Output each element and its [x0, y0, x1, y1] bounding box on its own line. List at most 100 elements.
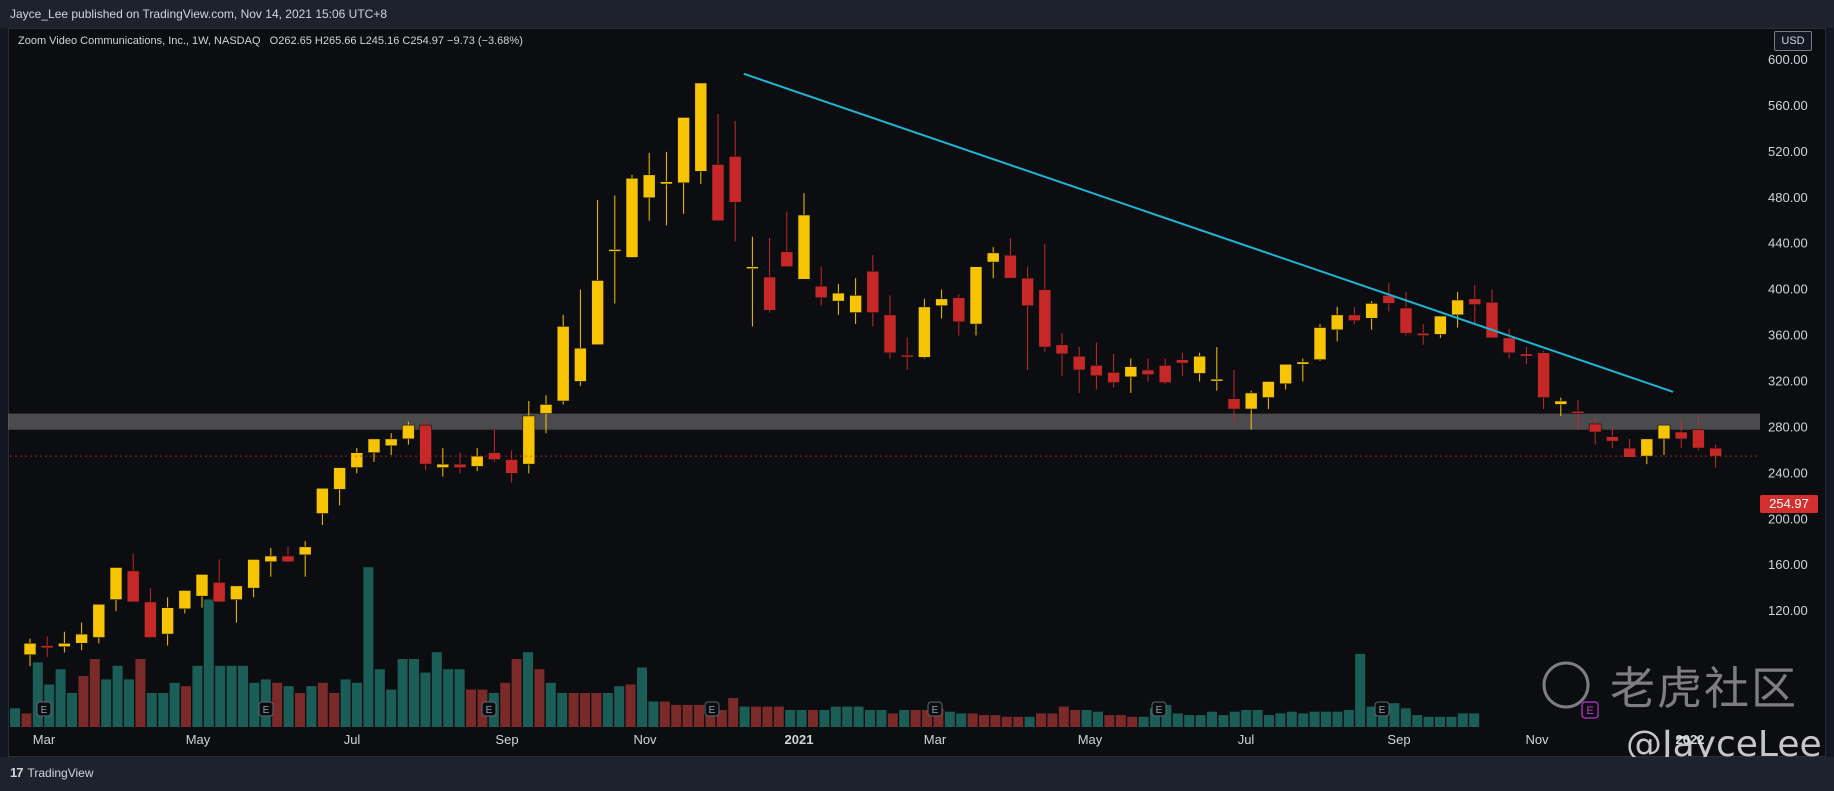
volume-bar	[1343, 710, 1354, 727]
volume-bar	[614, 686, 625, 727]
upcoming-earnings-icon[interactable]	[1581, 701, 1599, 719]
candle-body	[1072, 355, 1086, 371]
volume-bar	[1218, 715, 1229, 727]
y-tick-label: 240.00	[1768, 465, 1808, 480]
candle-body	[23, 642, 37, 656]
tradingview-logo[interactable]: 17 TradingView	[10, 765, 94, 780]
volume-bar	[887, 713, 898, 727]
volume-bar	[1400, 708, 1411, 727]
earnings-marker-icon[interactable]	[1374, 701, 1390, 717]
volume-bar	[591, 693, 602, 727]
y-tick-label: 560.00	[1768, 98, 1808, 113]
chart-panel[interactable]	[8, 28, 1826, 757]
candle-body	[1021, 277, 1034, 307]
candle-body	[40, 645, 54, 649]
candle-body	[728, 156, 742, 203]
y-tick-label: 160.00	[1768, 557, 1808, 572]
volume-bar	[181, 686, 191, 727]
volume-bar	[386, 689, 397, 727]
volume-bar	[785, 710, 796, 727]
volume-bar	[1070, 710, 1081, 727]
candle-body	[195, 574, 209, 597]
volume-bar	[1047, 713, 1058, 727]
volume-bar	[580, 693, 590, 727]
volume-bar	[637, 667, 647, 727]
candle-body	[986, 252, 1000, 263]
trendline	[743, 72, 1674, 393]
candle-body	[797, 214, 811, 280]
volume-bar	[317, 682, 328, 727]
volume-bar	[1332, 711, 1343, 727]
volume-bar	[169, 682, 180, 727]
y-tick-label: 360.00	[1768, 328, 1808, 343]
x-tick-label: May	[186, 732, 211, 747]
candle-body	[333, 467, 346, 490]
volume-bar	[500, 682, 511, 727]
volume-bar	[431, 652, 442, 727]
volume-bar	[773, 706, 784, 727]
earnings-marker-icon[interactable]	[704, 701, 720, 717]
candle-body	[660, 181, 673, 185]
volume-bar	[249, 682, 260, 727]
watermark-community: 老虎社区	[1610, 662, 1799, 715]
volume-bar	[352, 682, 362, 727]
x-tick-label: Sep	[495, 732, 518, 747]
candle-body	[367, 438, 381, 453]
candle-body	[92, 603, 106, 638]
candle-body	[1399, 307, 1413, 334]
candle-body	[402, 424, 415, 440]
volume-bar	[1195, 715, 1206, 727]
ohlc-values: O262.65 H265.66 L245.16 C254.97 −9.73 (−…	[269, 35, 523, 47]
candle-body	[419, 424, 432, 465]
candle-body	[900, 354, 914, 358]
earnings-marker-icon[interactable]	[927, 701, 943, 717]
volume-bar	[1469, 713, 1480, 727]
volume-bar	[1412, 715, 1423, 727]
volume-bar	[511, 659, 522, 727]
tradingview-brand: TradingView	[27, 765, 94, 780]
earnings-marker-icon[interactable]	[1151, 701, 1167, 717]
x-tick-label: Jul	[344, 732, 361, 747]
candle-body	[1554, 400, 1568, 405]
candle-body	[642, 174, 656, 199]
candle-body	[574, 347, 587, 382]
candle-body	[298, 546, 312, 556]
volume-bar	[1138, 716, 1149, 727]
support-zone	[8, 413, 1760, 430]
volume-bar	[1264, 715, 1274, 727]
symbol-title: Zoom Video Communications, Inc., 1W, NAS…	[18, 35, 261, 47]
volume-bar	[956, 713, 967, 727]
candle-body	[780, 251, 794, 267]
x-tick-label: Sep	[1387, 732, 1410, 747]
volume-bar	[1150, 708, 1160, 727]
volume-bar	[557, 693, 568, 727]
candle-body	[1141, 369, 1155, 375]
upcoming-earnings-label: E	[1586, 705, 1593, 717]
volume-bar	[192, 665, 203, 727]
volume-bar	[1229, 711, 1240, 727]
volume-bar	[534, 669, 545, 727]
candle-body	[178, 590, 192, 610]
volume-bar	[739, 706, 750, 727]
volume-bar	[1378, 706, 1388, 727]
volume-bar	[830, 706, 841, 727]
candle-body	[1623, 447, 1636, 458]
currency-selector[interactable]: USD	[1774, 31, 1812, 51]
candle-body	[281, 555, 295, 563]
candle-body	[625, 177, 639, 258]
earnings-marker-icon[interactable]	[481, 701, 497, 717]
candle-body	[436, 463, 450, 468]
volume-bar	[203, 599, 214, 727]
x-tick-label: Jul	[1238, 732, 1255, 747]
volume-bar	[295, 693, 305, 727]
earnings-marker-icon[interactable]	[36, 701, 52, 717]
earnings-marker-label: E	[709, 705, 716, 716]
volume-bar	[967, 713, 978, 727]
candle-body	[1537, 352, 1550, 398]
earnings-marker-icon[interactable]	[258, 701, 274, 717]
y-tick-label: 520.00	[1768, 144, 1808, 159]
volume-bar	[89, 659, 100, 727]
volume-bar	[1115, 715, 1126, 727]
candle-body	[746, 266, 759, 269]
